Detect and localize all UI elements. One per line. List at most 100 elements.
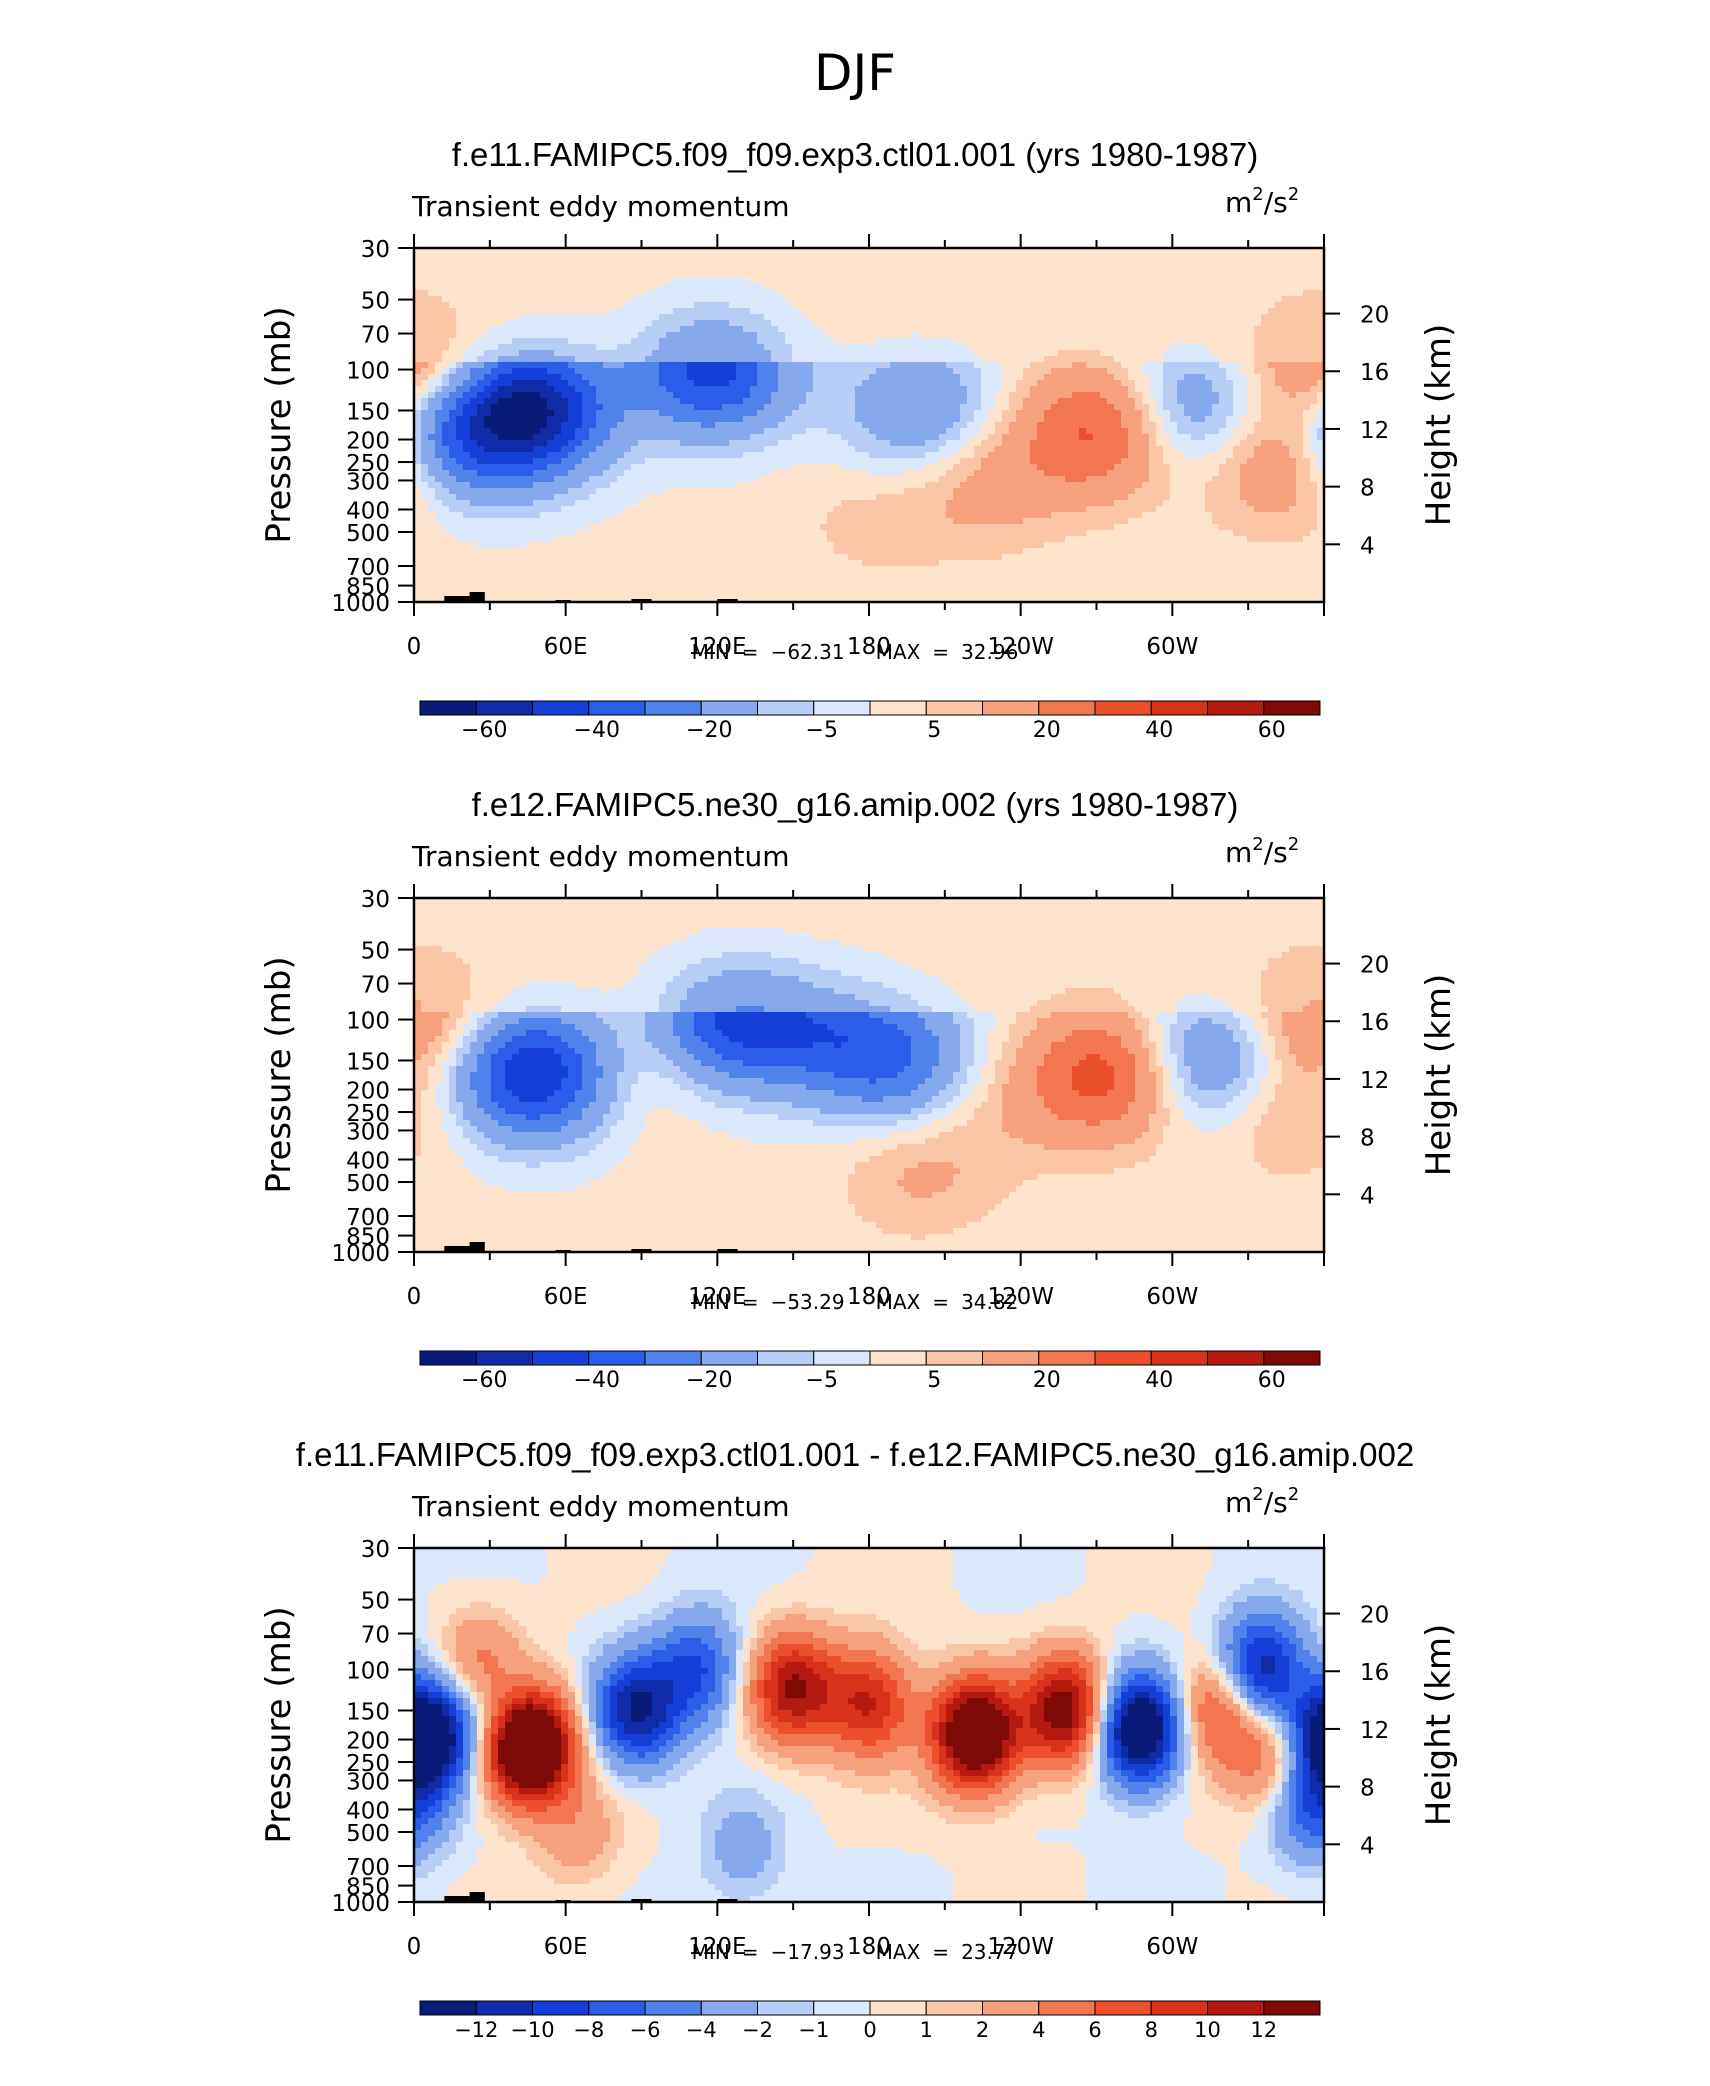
- contour-cell: [771, 266, 779, 273]
- contour-cell: [477, 350, 485, 357]
- contour-cell: [820, 398, 828, 405]
- contour-cell: [932, 320, 940, 327]
- contour-cell: [918, 380, 926, 387]
- contour-cell: [974, 362, 982, 369]
- contour-cell: [736, 296, 744, 303]
- contour-cell: [967, 440, 975, 447]
- contour-cell: [652, 380, 660, 387]
- contour-cell: [631, 350, 639, 357]
- contour-cell: [547, 284, 555, 291]
- contour-cell: [729, 296, 737, 303]
- contour-cell: [519, 392, 527, 399]
- contour-cell: [1289, 392, 1297, 399]
- contour-cell: [1009, 392, 1017, 399]
- contour-cell: [1212, 380, 1220, 387]
- contour-cell: [1226, 458, 1234, 465]
- contour-cell: [505, 254, 513, 261]
- contour-cell: [1093, 266, 1101, 273]
- contour-cell: [1247, 398, 1255, 405]
- contour-cell: [610, 386, 618, 393]
- contour-cell: [659, 338, 667, 345]
- contour-cell: [554, 428, 562, 435]
- contour-cell: [554, 344, 562, 351]
- contour-cell: [785, 314, 793, 321]
- contour-cell: [848, 302, 856, 309]
- contour-cell: [820, 410, 828, 417]
- contour-cell: [806, 416, 814, 423]
- contour-cell: [1184, 350, 1192, 357]
- contour-cell: [414, 476, 422, 483]
- contour-cell: [918, 320, 926, 327]
- contour-cell: [1051, 350, 1059, 357]
- contour-cell: [827, 392, 835, 399]
- contour-cell: [862, 344, 870, 351]
- contour-cell: [1058, 350, 1066, 357]
- contour-cell: [484, 248, 492, 255]
- contour-cell: [1303, 272, 1311, 279]
- contour-cell: [1093, 290, 1101, 297]
- contour-cell: [1044, 290, 1052, 297]
- contour-cell: [729, 302, 737, 309]
- contour-cell: [1219, 470, 1227, 477]
- contour-cell: [1184, 434, 1192, 441]
- contour-cell: [687, 374, 695, 381]
- contour-cell: [1296, 302, 1304, 309]
- contour-cell: [820, 464, 828, 471]
- contour-cell: [421, 314, 429, 321]
- contour-cell: [1058, 404, 1066, 411]
- contour-cell: [456, 296, 464, 303]
- contour-cell: [631, 410, 639, 417]
- contour-cell: [771, 350, 779, 357]
- contour-cell: [456, 374, 464, 381]
- contour-cell: [939, 422, 947, 429]
- contour-cell: [946, 308, 954, 315]
- contour-cell: [1205, 314, 1213, 321]
- contour-cell: [848, 362, 856, 369]
- contour-cell: [708, 284, 716, 291]
- contour-cell: [484, 392, 492, 399]
- contour-cell: [428, 344, 436, 351]
- contour-cell: [1023, 470, 1031, 477]
- contour-cell: [960, 356, 968, 363]
- contour-cell: [512, 266, 520, 273]
- contour-cell: [1156, 452, 1164, 459]
- contour-cell: [1016, 458, 1024, 465]
- contour-cell: [1002, 374, 1010, 381]
- contour-cell: [841, 350, 849, 357]
- contour-cell: [841, 320, 849, 327]
- contour-cell: [764, 398, 772, 405]
- contour-cell: [827, 404, 835, 411]
- contour-cell: [659, 344, 667, 351]
- contour-cell: [589, 296, 597, 303]
- contour-cell: [918, 458, 926, 465]
- contour-cell: [435, 470, 443, 477]
- contour-cell: [1037, 416, 1045, 423]
- contour-cell: [736, 440, 744, 447]
- contour-cell: [939, 314, 947, 321]
- contour-cell: [1268, 308, 1276, 315]
- contour-cell: [974, 380, 982, 387]
- contour-cell: [855, 260, 863, 267]
- contour-cell: [666, 428, 674, 435]
- contour-cell: [1219, 344, 1227, 351]
- contour-cell: [505, 428, 513, 435]
- contour-cell: [1114, 362, 1122, 369]
- contour-cell: [1135, 332, 1143, 339]
- contour-cell: [442, 422, 450, 429]
- contour-cell: [456, 464, 464, 471]
- contour-cell: [1100, 368, 1108, 375]
- contour-cell: [631, 458, 639, 465]
- contour-cell: [701, 452, 709, 459]
- contour-cell: [715, 314, 723, 321]
- contour-cell: [911, 320, 919, 327]
- contour-cell: [1002, 308, 1010, 315]
- contour-cell: [1037, 248, 1045, 255]
- contour-cell: [477, 470, 485, 477]
- contour-cell: [1226, 440, 1234, 447]
- contour-cell: [1317, 350, 1325, 357]
- contour-cell: [841, 386, 849, 393]
- contour-cell: [1240, 314, 1248, 321]
- contour-cell: [708, 308, 716, 315]
- contour-cell: [1247, 308, 1255, 315]
- contour-cell: [1233, 404, 1241, 411]
